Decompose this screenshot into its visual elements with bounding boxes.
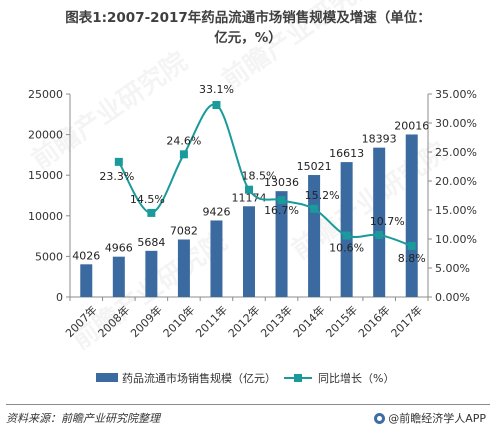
combo-chart: 前瞻产业研究院前瞻产业研究院前瞻产业研究院前瞻产业研究院050001000015…	[26, 0, 477, 385]
bar	[373, 147, 386, 297]
y-left-tick-label: 20000	[28, 129, 63, 142]
growth-marker	[114, 157, 123, 166]
bar-value-label: 15021	[297, 160, 332, 173]
x-tick-label: 2015年	[323, 303, 360, 340]
bar	[210, 220, 223, 297]
x-tick-label: 2013年	[258, 303, 295, 340]
chart-title: 图表1:2007-2017年药品流通市场销售规模及增速（单位： 亿元，%）	[0, 8, 496, 48]
bar-value-label: 5684	[137, 236, 165, 249]
growth-marker	[407, 241, 416, 250]
footer-divider	[6, 404, 490, 405]
growth-marker	[375, 230, 384, 239]
y-left-tick-label: 0	[56, 291, 63, 304]
bar	[405, 134, 418, 297]
bar-value-label: 4966	[105, 242, 133, 255]
growth-marker	[147, 208, 156, 217]
bar-value-label: 4026	[72, 249, 100, 262]
x-tick-label: 2014年	[290, 303, 327, 340]
y-right-tick-label: 5.00%	[435, 262, 470, 275]
x-tick-label: 2016年	[355, 303, 392, 340]
bar	[275, 191, 288, 297]
legend-line-marker	[294, 374, 302, 382]
growth-value-label: 10.6%	[329, 242, 364, 255]
x-tick-label: 2011年	[193, 303, 230, 340]
bar-value-label: 13036	[264, 176, 299, 189]
legend-line-label: 同比增长（%）	[318, 371, 394, 385]
brand-credit: @前瞻经济学人APP	[374, 410, 486, 426]
growth-value-label: 23.3%	[99, 170, 134, 183]
growth-value-label: 18.5%	[242, 170, 277, 183]
y-left-tick-label: 25000	[28, 88, 63, 101]
growth-marker	[277, 196, 286, 205]
growth-value-label: 14.5%	[130, 193, 165, 206]
growth-line	[117, 103, 413, 247]
brand-label: @前瞻经济学人APP	[388, 412, 486, 425]
bar	[177, 239, 190, 297]
y-right-tick-label: 15.00%	[435, 204, 477, 217]
bar	[340, 162, 353, 297]
watermark-text: 前瞻产业研究院	[26, 46, 193, 176]
bar	[145, 250, 158, 297]
bar	[243, 206, 255, 297]
x-tick-label: 2010年	[160, 303, 197, 340]
chart-title-line1: 图表1:2007-2017年药品流通市场销售规模及增速（单位：	[65, 10, 431, 26]
bar-value-label: 18393	[362, 133, 397, 146]
y-right-tick-label: 30.00%	[435, 117, 477, 130]
growth-value-label: 24.6%	[166, 134, 201, 147]
growth-marker	[212, 101, 221, 110]
growth-marker	[245, 185, 253, 194]
brand-logo-icon	[374, 412, 386, 424]
x-tick-label: 2017年	[388, 303, 425, 340]
bar	[112, 256, 125, 297]
growth-value-label: 15.2%	[305, 189, 340, 202]
y-right-tick-label: 10.00%	[435, 233, 477, 246]
growth-marker	[179, 150, 188, 159]
y-right-tick-label: 20.00%	[435, 175, 477, 188]
chart-title-line2: 亿元，%）	[214, 30, 282, 46]
growth-marker	[342, 231, 351, 240]
y-left-tick-label: 5000	[35, 250, 63, 263]
source-note: 资料来源：前瞻产业研究院整理	[6, 412, 160, 425]
bar-value-label: 20016	[394, 119, 429, 132]
y-left-tick-label: 10000	[28, 210, 63, 223]
growth-value-label: 8.8%	[398, 252, 426, 265]
y-right-tick-label: 0.00%	[435, 291, 470, 304]
bar-value-label: 11174	[232, 191, 267, 204]
bar-value-label: 16613	[329, 147, 364, 160]
y-right-tick-label: 25.00%	[435, 146, 477, 159]
bar-value-label: 9426	[202, 205, 230, 218]
growth-value-label: 33.1%	[199, 83, 234, 96]
bar-value-label: 7082	[170, 224, 198, 237]
watermark-text: 前瞻产业研究院	[216, 0, 383, 96]
legend-bar-swatch	[96, 373, 118, 382]
growth-value-label: 16.7%	[264, 204, 299, 217]
y-right-tick-label: 35.00%	[435, 88, 477, 101]
bar	[80, 264, 93, 297]
footer: 资料来源：前瞻产业研究院整理 @前瞻经济学人APP	[0, 404, 496, 435]
y-left-tick-label: 15000	[28, 169, 63, 182]
legend-bar-label: 药品流通市场销售规模（亿元）	[122, 371, 276, 385]
x-tick-label: 2012年	[225, 303, 262, 340]
growth-marker	[310, 204, 319, 213]
growth-value-label: 10.7%	[370, 215, 405, 228]
